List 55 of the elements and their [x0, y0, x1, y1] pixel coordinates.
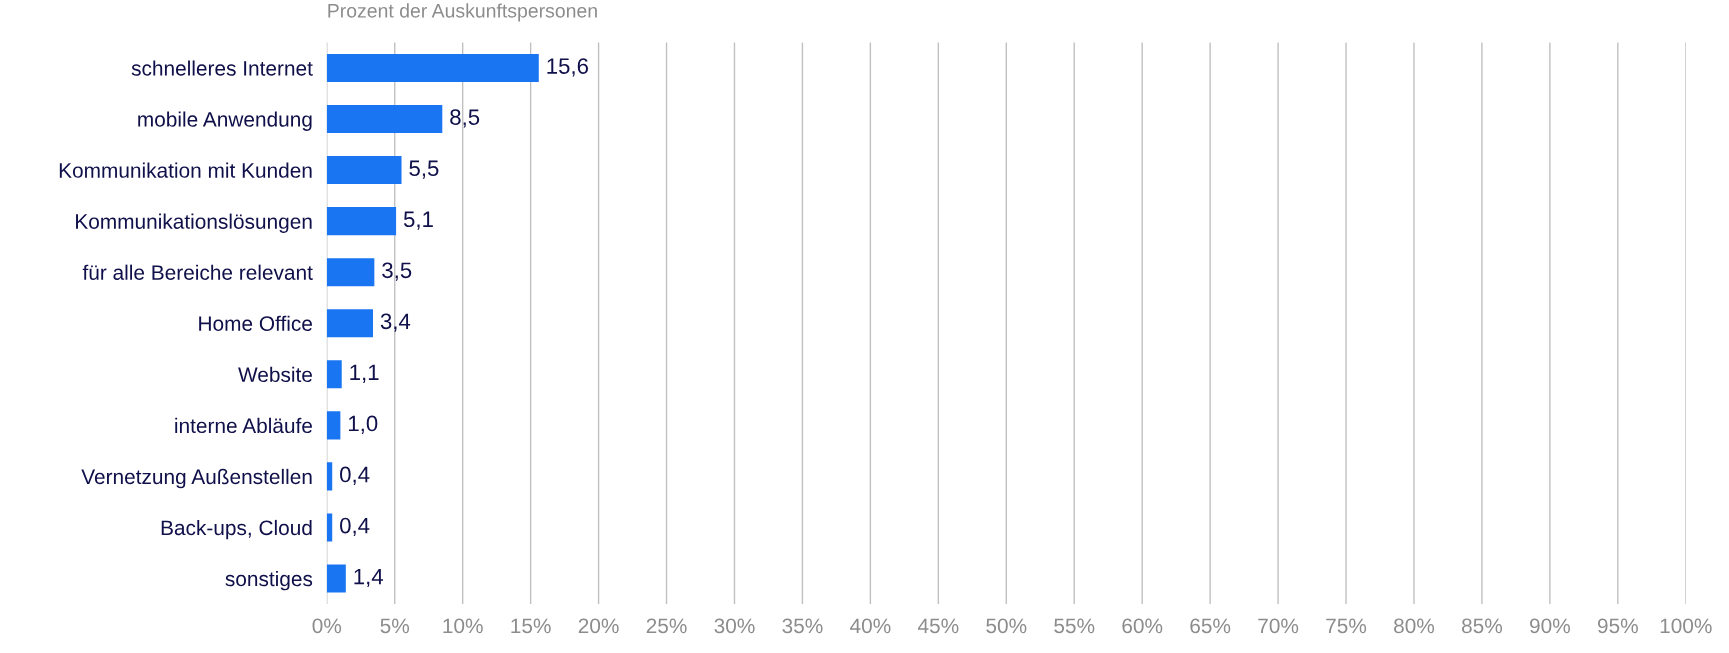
x-tick-label: 40%: [850, 618, 891, 634]
x-tick-label: 20%: [578, 618, 619, 634]
x-tick-label: 50%: [986, 618, 1027, 634]
bar: [326, 258, 375, 287]
bar: [326, 156, 402, 185]
x-tick-label: 60%: [1122, 618, 1163, 634]
data-label: 1,0: [349, 415, 378, 434]
x-tick-label: 65%: [1190, 618, 1231, 634]
data-label: 5,5: [409, 160, 439, 179]
y-tick-label: mobile Anwendung: [138, 111, 312, 131]
x-tick-label: 80%: [1394, 618, 1435, 634]
bar: [326, 207, 397, 236]
x-tick-label: 55%: [1054, 618, 1095, 634]
x-tick-label: 75%: [1326, 618, 1367, 634]
y-tick-label: Kommunikationslösungen: [76, 213, 312, 233]
y-tick-label: für alle Bereiche relevant: [82, 264, 313, 280]
y-tick-label: schnelleres Internet: [131, 60, 313, 76]
x-tick-label: 30%: [714, 618, 755, 634]
data-label: 8,5: [450, 109, 480, 128]
x-tick-label: 90%: [1530, 618, 1570, 634]
data-label: 3,5: [382, 262, 412, 281]
y-tick-label: Home Office: [199, 315, 312, 331]
bar: [326, 513, 333, 542]
x-tick-label: 5%: [380, 618, 410, 634]
data-label: 5,1: [403, 211, 433, 230]
data-label: 0,4: [340, 466, 370, 485]
bar: [326, 564, 346, 593]
x-tick-label: 85%: [1461, 618, 1503, 634]
x-tick-label: 10%: [443, 618, 483, 634]
data-label: 0,4: [340, 517, 370, 537]
bar: [326, 104, 443, 134]
y-tick-label: sonstiges: [225, 570, 313, 591]
bar: [326, 411, 341, 440]
bar: [326, 360, 342, 389]
x-tick-label: 35%: [782, 618, 823, 634]
x-tick-label: 100%: [1660, 618, 1712, 634]
y-tick-label: Website: [238, 366, 312, 383]
y-tick-label: interne Abläufe: [175, 417, 312, 434]
x-tick-label: 15%: [511, 618, 551, 634]
x-tick-label: 25%: [646, 618, 687, 634]
data-label: 3,4: [380, 313, 411, 332]
y-tick-label: Vernetzung Außenstellen: [81, 468, 312, 489]
x-tick-label: 70%: [1258, 618, 1299, 634]
x-tick-label: 45%: [917, 618, 959, 634]
y-tick-label: Back-ups, Cloud: [161, 519, 312, 540]
x-tick-label: 95%: [1597, 618, 1638, 634]
y-tick-label: Kommunikation mit Kunden: [59, 162, 312, 178]
data-label: 1,4: [354, 568, 383, 588]
bar: [326, 53, 539, 83]
data-label: 15,6: [547, 58, 588, 77]
bar: [326, 309, 373, 338]
x-tick-label: 0%: [312, 618, 342, 634]
chart-title: Prozent der Auskunftspersonen: [328, 3, 597, 22]
data-label: 1,1: [350, 364, 379, 383]
bar: [326, 462, 333, 491]
